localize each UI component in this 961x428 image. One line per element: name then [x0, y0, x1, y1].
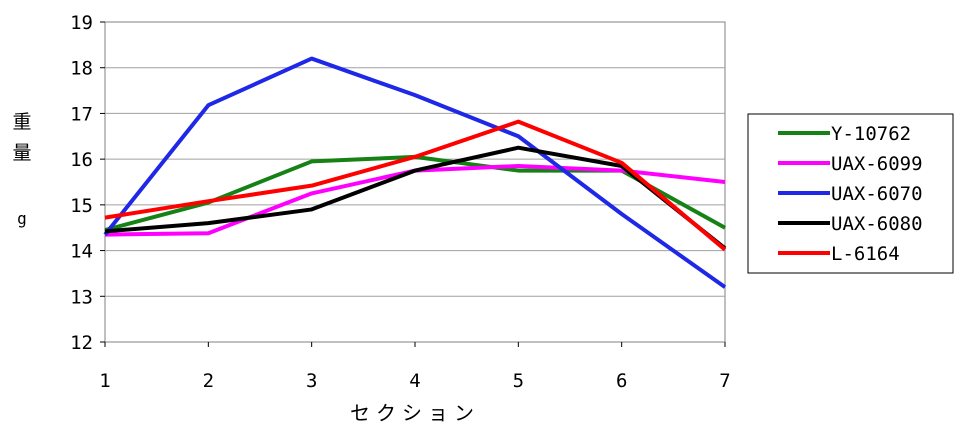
- legend-label: UAX-6070: [831, 183, 923, 205]
- y-tick-label: 16: [70, 149, 93, 171]
- x-axis-ticks: 1 2 3 4 5 6 7: [99, 342, 731, 392]
- legend-label: UAX-6080: [831, 213, 923, 235]
- series-line-uax-6070: [103, 56, 727, 289]
- y-tick-label: 18: [70, 58, 93, 80]
- y-tick-label: 13: [70, 286, 93, 308]
- x-tick-label: 5: [513, 370, 524, 392]
- series-lines: [103, 56, 727, 289]
- y-axis-label-char: 重: [12, 111, 31, 133]
- series-line-l-6164: [104, 119, 727, 252]
- y-axis-ticks: 12 13 14 15 16 17 18 19: [70, 12, 105, 354]
- grid-lines: [105, 67, 725, 297]
- x-tick-label: 4: [409, 370, 420, 392]
- x-tick-label: 6: [616, 370, 627, 392]
- y-tick-label: 12: [70, 332, 93, 354]
- series-line-uax-6080: [104, 145, 727, 250]
- x-tick-label: 3: [306, 370, 317, 392]
- y-axis-label-char: g: [17, 209, 27, 228]
- y-axis-label-char: 量: [12, 142, 31, 164]
- x-axis-label: セクション: [350, 401, 480, 425]
- y-tick-label: 14: [70, 241, 93, 263]
- x-tick-label: 1: [99, 370, 110, 392]
- y-axis-label: 重量 g: [12, 111, 31, 228]
- y-tick-label: 17: [70, 103, 93, 125]
- legend: Y-10762 UAX-6099 UAX-6070 UAX-6080 L-6164: [747, 113, 954, 274]
- y-tick-label: 15: [70, 195, 93, 217]
- legend-entries: Y-10762 UAX-6099 UAX-6070 UAX-6080 L-6164: [778, 123, 923, 265]
- x-tick-label: 7: [719, 370, 730, 392]
- y-tick-label: 19: [70, 12, 93, 34]
- legend-label: UAX-6099: [831, 153, 923, 175]
- x-tick-label: 2: [203, 370, 214, 392]
- legend-label: Y-10762: [831, 123, 911, 145]
- plot-area: [104, 21, 726, 343]
- legend-label: L-6164: [831, 243, 900, 265]
